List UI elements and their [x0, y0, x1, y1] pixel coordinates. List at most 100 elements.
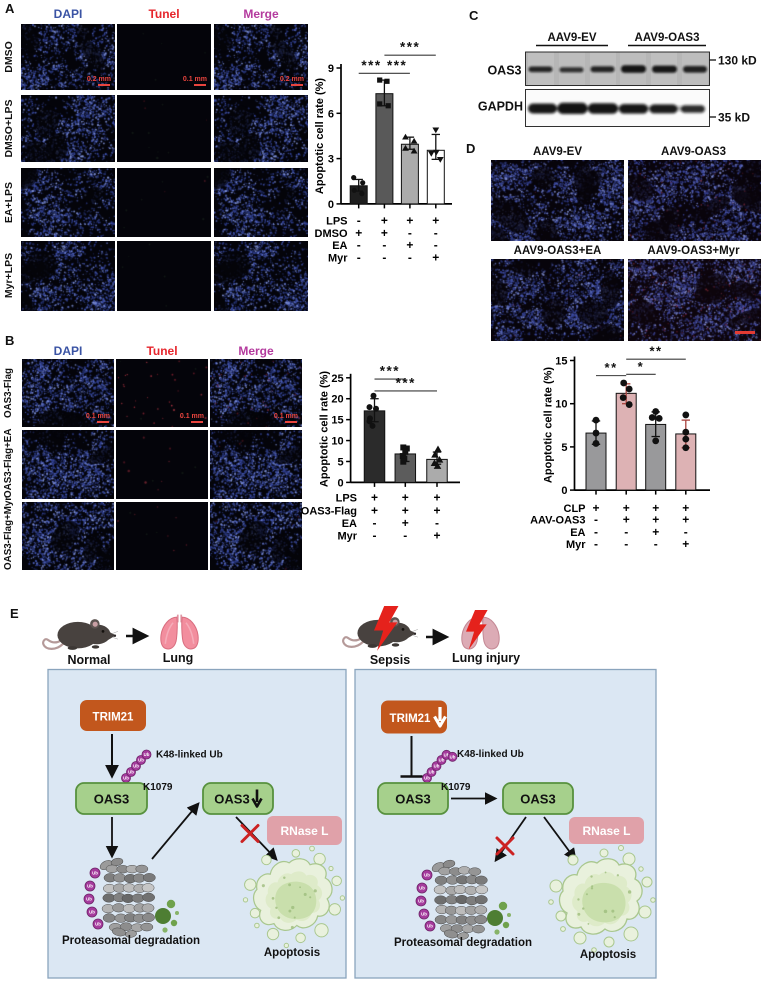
svg-text:-: - [624, 525, 628, 539]
svg-text:Ub: Ub [427, 924, 433, 929]
panel-a-row-label-ea-lps: EA+LPS [3, 181, 15, 224]
svg-text:+: + [432, 250, 439, 264]
panel-b-row-label-oas3flag-myr: OAS3-Flag+Myr [3, 496, 14, 570]
panel-c-letter: C [469, 8, 479, 23]
fluorescence-canvas-b0m [210, 359, 302, 427]
scale-annotation: 0.1 mm [273, 413, 298, 420]
scale-annotation: 0.1 mm [182, 76, 207, 83]
micro-b-oas3flag-tunel: 0.1 mm [116, 359, 208, 427]
svg-text:+: + [652, 501, 659, 515]
normal-label: Normal [67, 653, 110, 667]
panel-e-diagram: E Normal Lung Sepsis Lung injury TRIM21 … [10, 606, 657, 979]
svg-text:15: 15 [331, 415, 343, 427]
fluorescence-canvas-a3d [21, 241, 115, 311]
scale-bar [191, 420, 203, 423]
svg-text:***: *** [396, 375, 416, 390]
micro-a-ealps-tunel [117, 168, 211, 237]
proteasomal-degradation-label: Proteasomal degradation [62, 935, 200, 947]
micro-a-dmsolps-dapi [21, 95, 115, 162]
svg-text:+: + [592, 501, 599, 515]
svg-text:-: - [357, 250, 361, 264]
trim21-label: TRIM21 [93, 712, 135, 724]
fluorescence-canvas-a2t [117, 168, 211, 237]
micro-a-dmsolps-merge [214, 95, 308, 162]
svg-text:+: + [381, 226, 388, 240]
trim21-down-arrow-icon [433, 707, 447, 728]
normal-mouse-icon [42, 618, 120, 651]
oas3-bands [528, 65, 707, 73]
svg-text:Myr: Myr [337, 530, 357, 542]
fluorescence-canvas-a2d [21, 168, 115, 237]
oas3-node [377, 782, 449, 815]
svg-text:Ub: Ub [434, 764, 440, 769]
svg-text:+: + [371, 503, 378, 517]
fluorescence-canvas-a0t [117, 24, 211, 90]
micro-b-oas3flagmyr-merge [210, 502, 302, 570]
svg-text:Ub: Ub [429, 770, 435, 775]
panel-b-row-label-oas3flag-ea: OAS3-Flag+EA [3, 428, 14, 498]
k1079-label: K1079 [143, 782, 173, 793]
svg-text:+: + [682, 501, 689, 515]
scale-bar [97, 420, 109, 423]
micro-a-dmso-tunel: 0.1 mm [117, 24, 211, 90]
scale-bar [734, 331, 755, 334]
svg-text:CLP: CLP [564, 503, 586, 515]
svg-text:Apoptotic cell rate (%): Apoptotic cell rate (%) [319, 371, 331, 487]
rnasel-label: RNase L [280, 824, 328, 838]
svg-text:Ub: Ub [138, 758, 144, 763]
svg-text:Ub: Ub [439, 758, 445, 763]
svg-text:5: 5 [561, 442, 567, 454]
svg-text:-: - [382, 250, 386, 264]
svg-text:Ub: Ub [89, 910, 95, 915]
panel-e-letter: E [10, 606, 19, 621]
svg-text:Ub: Ub [418, 899, 424, 904]
svg-text:OAS3-Flag: OAS3-Flag [301, 505, 357, 517]
svg-text:+: + [433, 491, 440, 505]
injured-lung-icon [460, 610, 501, 650]
panel-b-letter: B [5, 333, 15, 348]
svg-text:10: 10 [555, 399, 567, 411]
micro-b-oas3flag-dapi: 0.1 mm [22, 359, 114, 427]
oas3-decreased-label: OAS3 [214, 792, 249, 807]
oas3-stable-node [502, 782, 574, 815]
k48-label: K48-linked Ub [457, 749, 524, 760]
fluorescence-canvas-d0 [491, 160, 624, 241]
svg-text:Ub: Ub [92, 871, 98, 876]
svg-text:Ub: Ub [424, 873, 430, 878]
panel-c-marker-35kd: 35 kD [718, 111, 750, 125]
svg-text:**: ** [605, 360, 618, 375]
svg-text:DMSO: DMSO [315, 228, 348, 240]
k1079-label: K1079 [441, 782, 471, 793]
panel-b-header-dapi: DAPI [53, 344, 83, 358]
fluorescence-canvas-b1t [116, 430, 208, 499]
sepsis-mouse-icon [342, 606, 420, 651]
svg-text:Ub: Ub [95, 922, 101, 927]
micro-a-ealps-dapi [21, 168, 115, 237]
svg-text:Ub: Ub [133, 764, 139, 769]
blot-oas3 [525, 51, 710, 86]
scale-annotation: 0.1 mm [85, 413, 110, 420]
fluorescence-canvas-d1 [627, 160, 761, 241]
micro-a-dmsolps-tunel [117, 95, 211, 162]
svg-text:*: * [638, 359, 645, 374]
svg-text:0: 0 [561, 485, 567, 497]
gapdh-bands [528, 102, 705, 114]
fluorescence-canvas-a1d [21, 95, 115, 162]
fluorescence-canvas-a0m [214, 24, 308, 90]
svg-text:Myr: Myr [566, 539, 586, 551]
svg-text:6: 6 [328, 108, 334, 120]
svg-text:EA: EA [570, 527, 585, 539]
svg-text:3: 3 [328, 154, 334, 166]
svg-text:Apoptotic cell rate (%): Apoptotic cell rate (%) [314, 78, 326, 194]
svg-text:+: + [381, 214, 388, 228]
svg-text:5: 5 [337, 456, 343, 468]
svg-text:-: - [654, 537, 658, 551]
svg-text:+: + [682, 513, 689, 527]
svg-text:+: + [402, 516, 409, 530]
rnasel-node [569, 817, 644, 844]
micro-d-aav9oas3ea [491, 259, 624, 341]
micro-b-oas3flagea-dapi [22, 430, 114, 499]
